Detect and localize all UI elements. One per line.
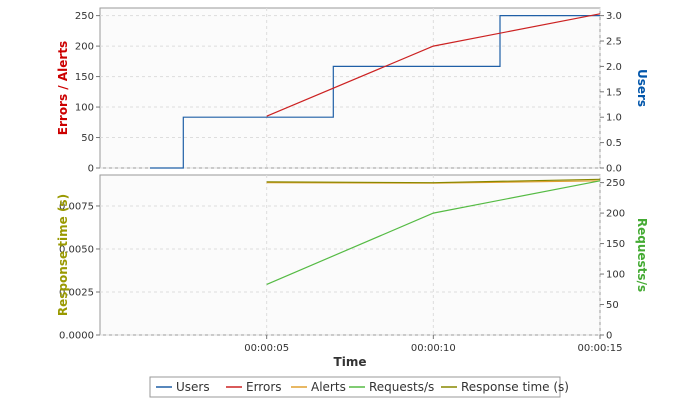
right-axis-tick-label: 3.0 (606, 11, 622, 22)
series-line-requests-s (266, 180, 601, 285)
left-axis-tick-label: 0 (88, 164, 94, 175)
right-axis-tick-label: 0.0 (606, 164, 622, 175)
left-axis-title: Response time (s) (56, 194, 70, 316)
left-axis-tick-label: 0.0075 (59, 201, 94, 212)
right-axis-tick-label: 150 (606, 239, 625, 250)
right-axis-tick-label: 100 (606, 270, 625, 281)
plot-area-1 (99, 7, 601, 169)
right-axis-tick-label: 2.0 (606, 62, 622, 73)
left-axis-tick-label: 250 (75, 11, 94, 22)
x-axis-tick-label: 00:00:15 (578, 343, 623, 354)
right-axis-tick-label: 2.5 (606, 37, 622, 48)
series-line-users (150, 15, 600, 169)
legend-item-label: Alerts (311, 380, 346, 394)
right-axis-title: Requests/s (635, 218, 649, 292)
plot-area-2 (99, 174, 601, 336)
right-axis-title: Users (635, 69, 649, 107)
x-axis-tick-label: 00:00:05 (244, 343, 289, 354)
left-axis-tick-label: 0.0000 (59, 331, 94, 342)
legend-item-label: Response time (s) (461, 380, 569, 394)
x-axis-tick-label: 00:00:10 (411, 343, 456, 354)
left-axis-tick-label: 200 (75, 42, 94, 53)
right-axis-tick-label: 1.5 (606, 87, 622, 98)
left-axis-tick-label: 0.0025 (59, 287, 94, 298)
left-axis-tick-label: 100 (75, 103, 94, 114)
right-axis-tick-label: 1.0 (606, 113, 622, 124)
x-axis-title: Time (334, 355, 367, 369)
left-axis-title: Errors / Alerts (56, 41, 70, 135)
left-axis-tick-label: 150 (75, 72, 94, 83)
legend-item-label: Errors (246, 380, 282, 394)
legend-item-label: Users (176, 380, 210, 394)
series-line-errors (266, 13, 601, 117)
left-axis-tick-label: 0.0050 (59, 244, 94, 255)
right-axis-tick-label: 0 (606, 331, 612, 342)
right-axis-tick-label: 200 (606, 209, 625, 220)
series-line-response-time-s (266, 178, 601, 184)
left-axis-tick-label: 50 (81, 133, 94, 144)
right-axis-tick-label: 0.5 (606, 138, 622, 149)
right-axis-tick-label: 250 (606, 178, 625, 189)
legend-item-label: Requests/s (369, 380, 434, 394)
right-axis-tick-label: 50 (606, 300, 619, 311)
